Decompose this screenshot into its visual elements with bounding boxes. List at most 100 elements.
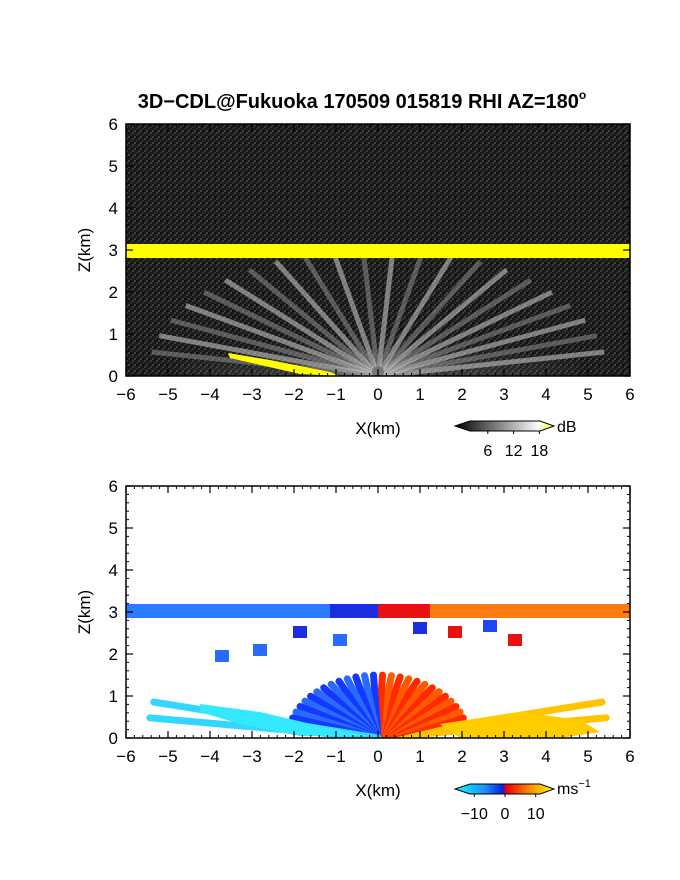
y-tick-label: 0: [109, 729, 118, 748]
colorbar-tick-label: 0: [501, 806, 510, 823]
velocity-speckle: [448, 626, 462, 638]
velocity-speckle: [413, 622, 427, 634]
intensity-colorbar-ticks: 6 12 18: [483, 431, 548, 460]
fan-beam: [377, 349, 605, 376]
fan-beam: [376, 259, 483, 376]
intensity-colorbar: 6 12 18 dB: [453, 419, 577, 460]
velocity-axes: −6 −5 −4 −3 −2 −1 0 1 2 3 4 5 6 0 1 2 3 4 5 6: [109, 477, 635, 766]
intensity-fan: [151, 247, 605, 376]
x-tick-label: −4: [200, 747, 219, 766]
velocity-speckle: [333, 634, 347, 646]
x-tick-label: 0: [373, 385, 382, 404]
x-tick-label: 5: [583, 747, 592, 766]
velocity-plot-area: [126, 486, 630, 738]
velocity-speckle: [215, 650, 229, 662]
velocity-speckle: [483, 620, 497, 632]
fan-beam: [202, 289, 380, 376]
x-tick-label: −6: [116, 747, 135, 766]
intensity-xlabel: X(km): [355, 419, 400, 438]
fan-beam: [301, 253, 381, 376]
x-tick-label: −5: [158, 385, 177, 404]
y-tick-label: 3: [109, 603, 118, 622]
colorbar-tick-label: −10: [461, 806, 488, 823]
fan-beam: [330, 249, 381, 376]
y-tick-label: 4: [109, 561, 118, 580]
chart-title: 3D−CDL@Fukuoka 170509 015819 RHI AZ=180o: [138, 88, 587, 113]
x-tick-label: 0: [373, 747, 382, 766]
fan-beam: [170, 317, 379, 376]
x-tick-label: 1: [415, 747, 424, 766]
y-tick-label: 0: [109, 367, 118, 386]
fan-beam: [184, 303, 379, 376]
velocity-surface-negative: [200, 704, 370, 736]
y-tick-label: 1: [109, 325, 118, 344]
x-tick-label: 4: [541, 385, 550, 404]
fan-beam: [377, 333, 598, 376]
colorbar-tick-label: 18: [531, 443, 549, 460]
fan-beam: [224, 277, 380, 376]
x-tick-label: 4: [541, 747, 550, 766]
intensity-ylabel: Z(km): [75, 228, 94, 272]
fan-beam: [375, 247, 396, 376]
intensity-colorbar-bar: [453, 420, 556, 432]
fan-beam: [376, 289, 554, 376]
velocity-speckle: [508, 634, 522, 646]
y-tick-label: 6: [109, 115, 118, 134]
x-tick-label: −2: [284, 747, 303, 766]
velocity-fan: [146, 620, 610, 738]
y-tick-label: 6: [109, 477, 118, 496]
intensity-plot-area: [126, 124, 630, 376]
y-tick-label: 2: [109, 283, 118, 302]
fan-beam: [376, 277, 532, 376]
x-tick-label: 2: [457, 385, 466, 404]
x-tick-label: −1: [326, 747, 345, 766]
colorbar-tick-label: 12: [505, 443, 523, 460]
x-tick-label: −4: [200, 385, 219, 404]
x-tick-label: −6: [116, 385, 135, 404]
fan-beam: [377, 303, 572, 376]
fan-beam: [375, 249, 426, 376]
velocity-speckle: [293, 626, 307, 638]
y-tick-label: 3: [109, 241, 118, 260]
velocity-surface-positive: [440, 712, 600, 738]
velocity-colorbar-ticks: −10 0 10: [461, 794, 545, 823]
fan-beam: [158, 333, 379, 376]
velocity-speckle: [253, 644, 267, 656]
velocity-cloud-core-positive: [378, 604, 430, 618]
x-tick-label: 2: [457, 747, 466, 766]
intensity-axes: −6 −5 −4 −3 −2 −1 0 1 2 3 4 5 6 0 1 2 3 4 5 6: [109, 115, 635, 404]
velocity-cloud-layer-negative: [126, 604, 378, 618]
fan-beam: [273, 259, 380, 376]
intensity-boundary-layer: [228, 353, 340, 376]
fan-beam: [376, 267, 509, 376]
x-tick-label: −5: [158, 747, 177, 766]
x-tick-label: 6: [625, 747, 634, 766]
x-tick-label: 1: [415, 385, 424, 404]
x-tick-label: −1: [326, 385, 345, 404]
velocity-colorbar-bar: [453, 783, 556, 795]
intensity-cloud-layer: [126, 244, 630, 258]
fan-beam: [375, 253, 455, 376]
velocity-xlabel: X(km): [355, 781, 400, 800]
y-tick-label: 4: [109, 199, 118, 218]
fan-beam: [360, 247, 381, 376]
velocity-cloud-core-negative: [330, 604, 378, 618]
velocity-colorbar-unit: ms−1: [557, 778, 591, 798]
y-tick-label: 1: [109, 687, 118, 706]
colorbar-tick-label: 10: [527, 806, 545, 823]
velocity-colorbar: −10 0 10 ms−1: [453, 778, 591, 823]
x-tick-label: −3: [242, 385, 261, 404]
x-tick-label: −2: [284, 385, 303, 404]
x-tick-label: 3: [499, 747, 508, 766]
y-tick-label: 2: [109, 645, 118, 664]
y-tick-label: 5: [109, 519, 118, 538]
x-tick-label: 5: [583, 385, 592, 404]
velocity-cloud-layer-positive: [378, 604, 630, 618]
colorbar-tick-label: 6: [483, 443, 492, 460]
velocity-ylabel: Z(km): [75, 590, 94, 634]
x-tick-label: −3: [242, 747, 261, 766]
fan-beam: [247, 267, 380, 376]
